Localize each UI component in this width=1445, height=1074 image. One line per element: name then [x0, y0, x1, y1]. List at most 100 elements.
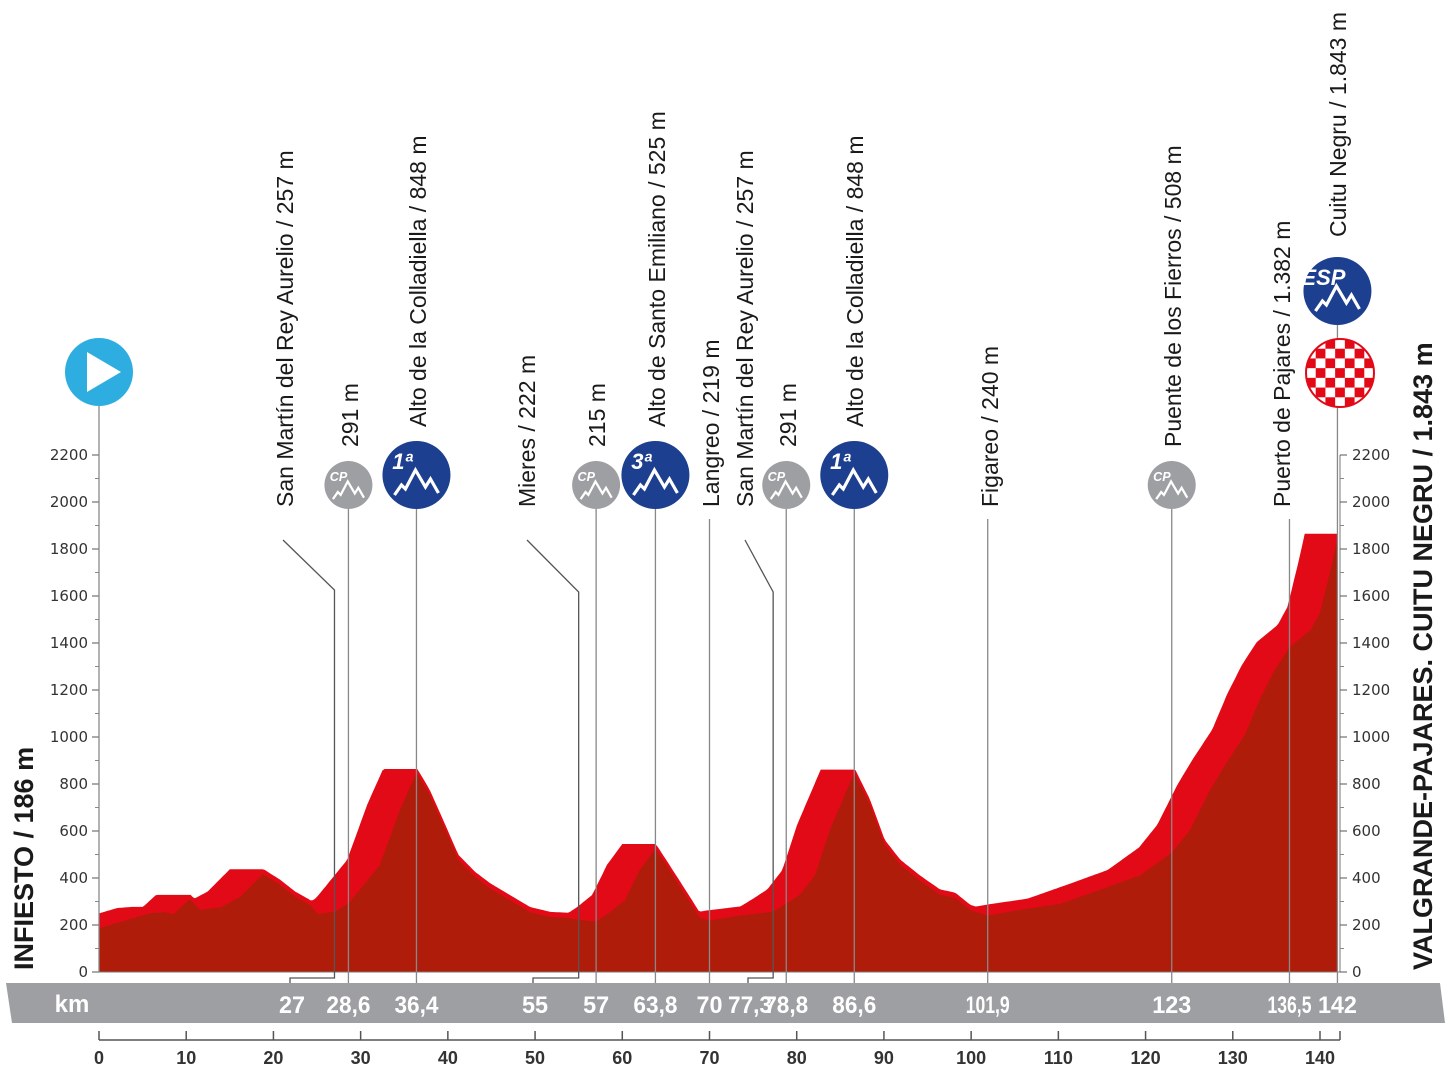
profile-points: San Martín del Rey Aurelio / 257 m 291 m C…	[65, 12, 1375, 983]
checker-square	[1364, 358, 1374, 369]
climb-category: 1ª	[392, 449, 413, 474]
point-label: Puerto de Pajares / 1.382 m	[1269, 221, 1295, 507]
x-tick-label: 140	[1305, 1048, 1335, 1068]
y-tick-label-left: 800	[59, 775, 88, 793]
profile-point: Langreo / 219 m	[698, 339, 724, 983]
checker-grid	[1306, 339, 1374, 407]
km-band-label: 70	[697, 992, 723, 1019]
checker-square	[1325, 397, 1336, 407]
x-tick-label: 100	[956, 1048, 986, 1068]
profile-point: Cuitu Negru / 1.843 m ESP	[1301, 12, 1372, 983]
x-tick-label: 20	[263, 1048, 283, 1068]
checker-square	[1354, 348, 1365, 359]
profile-point: Figareo / 240 m	[977, 346, 1003, 983]
km-band-label: 78,8	[764, 992, 808, 1019]
x-tick-label: 110	[1044, 1048, 1073, 1068]
checker-square	[1325, 339, 1336, 349]
x-tick-label: 50	[525, 1048, 545, 1068]
point-label: Mieres / 222 m	[514, 355, 540, 507]
point-label: Alto de Santo Emiliano / 525 m	[644, 111, 670, 427]
climb-badge	[572, 461, 621, 509]
y-tick-label-left: 400	[59, 869, 88, 887]
climb-category: CP	[1153, 470, 1171, 484]
checker-square	[1344, 358, 1355, 369]
category-climb-icon: 1ª	[382, 441, 451, 509]
km-band: km 27 28,6 36,4 55 57 63,8 70 77,378,8 86,6 101,9 1…	[6, 983, 1445, 1023]
profile-point: Puente de los Fierros / 508 m CP	[1147, 145, 1196, 983]
point-label: 215 m	[584, 383, 610, 447]
cp-climb-icon: CP	[572, 461, 621, 509]
x-tick-label: 90	[874, 1048, 894, 1068]
climb-category: ESP	[1301, 265, 1345, 290]
profile-point: Mieres / 222 m	[514, 355, 580, 983]
point-label: Langreo / 219 m	[698, 339, 724, 507]
play-triangle	[87, 352, 121, 392]
climb-category: CP	[768, 470, 786, 484]
y-tick-label-left: 1400	[50, 634, 88, 652]
y-tick-label-right: 2200	[1352, 446, 1390, 464]
km-band-label: 86,6	[832, 992, 876, 1019]
y-tick-label-right: 2000	[1352, 493, 1390, 511]
category-climb-icon: 1ª	[820, 441, 889, 509]
leader-line	[282, 539, 336, 983]
y-tick-label-left: 600	[59, 822, 88, 840]
x-tick-label: 30	[351, 1048, 371, 1068]
profile-point: 291 m CP	[324, 383, 373, 983]
y-tick-label-left: 1000	[50, 728, 88, 746]
start-label: INFIESTO / 186 m	[9, 747, 39, 970]
checker-square	[1344, 397, 1355, 407]
profile-point: Alto de la Colladiella / 848 m 1ª	[820, 136, 889, 983]
y-tick-label-right: 1400	[1352, 634, 1390, 652]
climb-category: 1ª	[830, 449, 851, 474]
climb-category: 3ª	[631, 449, 652, 474]
checker-square	[1364, 397, 1374, 407]
checker-square	[1325, 358, 1336, 369]
climb-badge	[324, 461, 373, 509]
point-label: Cuitu Negru / 1.843 m	[1325, 12, 1351, 237]
mountain-icon	[393, 466, 440, 496]
profile-elevation-area	[99, 538, 1338, 972]
finish-ring	[1305, 338, 1375, 408]
x-tick-label: 60	[612, 1048, 632, 1068]
km-band-label: 63,8	[633, 992, 677, 1019]
y-tick-label-left: 0	[78, 963, 88, 981]
km-band-background	[6, 983, 1445, 1023]
y-tick-label-right: 600	[1352, 822, 1381, 840]
leader-line	[526, 539, 580, 983]
point-label: 291 m	[775, 383, 801, 447]
climb-category: CP	[330, 470, 348, 484]
special-climb-icon: ESP	[1301, 257, 1372, 325]
km-band-label: 28,6	[326, 992, 370, 1019]
km-band-label: 77,3	[728, 992, 772, 1019]
x-tick-label: 70	[699, 1048, 719, 1068]
mountain-icon	[769, 479, 803, 500]
y-tick-label-right: 1200	[1352, 681, 1390, 699]
y-tick-label-right: 0	[1352, 963, 1362, 981]
x-tick-label: 120	[1131, 1048, 1161, 1068]
mountain-icon	[1314, 282, 1361, 312]
checker-square	[1306, 397, 1316, 407]
y-tick-label-left: 1200	[50, 681, 88, 699]
checker-square	[1354, 387, 1365, 398]
checker-square	[1335, 387, 1345, 398]
y-tick-label-left: 2200	[50, 446, 88, 464]
x-tick-label: 0	[94, 1048, 104, 1068]
mountain-icon	[830, 466, 878, 496]
climb-badge	[1147, 461, 1196, 509]
profile-point: Puerto de Pajares / 1.382 m	[1269, 221, 1295, 983]
point-label: Puente de los Fierros / 508 m	[1160, 145, 1186, 447]
y-tick-label-right: 1800	[1352, 540, 1390, 558]
category-climb-icon: 3ª	[621, 441, 690, 509]
km-band-title: km	[55, 991, 90, 1018]
y-tick-label-left: 1600	[50, 587, 88, 605]
checker-square	[1306, 358, 1316, 369]
y-tick-label-right: 800	[1352, 775, 1381, 793]
finish-checkered-flag-icon	[1305, 338, 1375, 408]
checker-square	[1344, 339, 1355, 349]
y-tick-label-right: 1600	[1352, 587, 1390, 605]
x-tick-label: 10	[176, 1048, 196, 1068]
checker-square	[1306, 339, 1316, 349]
mountain-icon	[632, 466, 679, 496]
km-band-label: 57	[583, 992, 609, 1019]
y-tick-label-right: 400	[1352, 869, 1381, 887]
